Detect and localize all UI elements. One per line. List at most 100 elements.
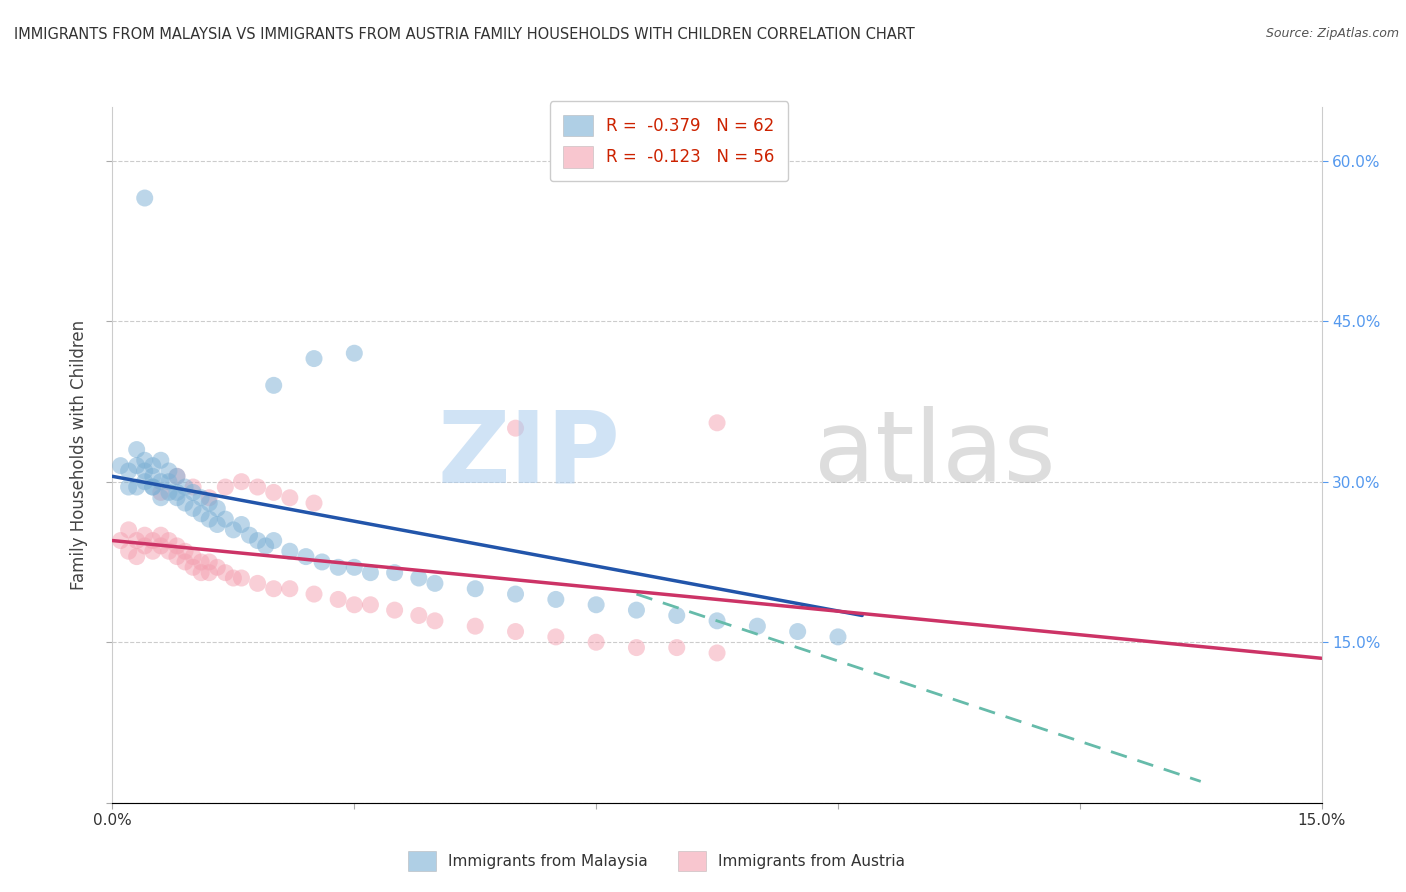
Point xyxy=(408,608,430,623)
Point xyxy=(464,582,486,596)
Point xyxy=(263,378,285,392)
Point xyxy=(706,416,728,430)
Point xyxy=(207,501,229,516)
Point xyxy=(181,501,204,516)
Point xyxy=(238,528,260,542)
Point xyxy=(626,603,648,617)
Point xyxy=(181,549,204,564)
Point xyxy=(311,555,333,569)
Point xyxy=(174,480,197,494)
Text: IMMIGRANTS FROM MALAYSIA VS IMMIGRANTS FROM AUSTRIA FAMILY HOUSEHOLDS WITH CHILD: IMMIGRANTS FROM MALAYSIA VS IMMIGRANTS F… xyxy=(14,27,915,42)
Point xyxy=(157,485,180,500)
Point xyxy=(359,598,381,612)
Point xyxy=(827,630,849,644)
Point xyxy=(328,592,350,607)
Point xyxy=(222,523,245,537)
Point xyxy=(190,566,212,580)
Point xyxy=(149,453,172,467)
Point xyxy=(134,191,156,205)
Text: ZIP: ZIP xyxy=(437,407,620,503)
Point xyxy=(134,453,156,467)
Point xyxy=(207,560,229,574)
Point xyxy=(198,555,221,569)
Point xyxy=(125,533,148,548)
Point xyxy=(142,544,165,558)
Point xyxy=(125,480,148,494)
Point xyxy=(166,485,188,500)
Point xyxy=(157,533,180,548)
Point xyxy=(117,480,139,494)
Point xyxy=(665,608,688,623)
Point xyxy=(149,485,172,500)
Point xyxy=(464,619,486,633)
Point xyxy=(423,614,446,628)
Point xyxy=(747,619,769,633)
Point xyxy=(665,640,688,655)
Point xyxy=(222,571,245,585)
Point xyxy=(384,566,406,580)
Point xyxy=(254,539,277,553)
Text: atlas: atlas xyxy=(814,407,1056,503)
Point xyxy=(278,491,301,505)
Point xyxy=(231,517,253,532)
Point xyxy=(166,491,188,505)
Point xyxy=(544,592,567,607)
Point xyxy=(134,464,156,478)
Point xyxy=(134,475,156,489)
Point xyxy=(125,458,148,473)
Point xyxy=(343,346,366,360)
Point xyxy=(295,549,318,564)
Point xyxy=(166,469,188,483)
Point xyxy=(706,646,728,660)
Point xyxy=(246,480,269,494)
Point xyxy=(505,421,527,435)
Point xyxy=(423,576,446,591)
Point xyxy=(142,480,165,494)
Point xyxy=(149,491,172,505)
Point xyxy=(214,480,236,494)
Point xyxy=(263,533,285,548)
Point xyxy=(214,566,236,580)
Point xyxy=(166,539,188,553)
Point xyxy=(585,635,607,649)
Point xyxy=(585,598,607,612)
Point xyxy=(246,576,269,591)
Point xyxy=(166,549,188,564)
Point xyxy=(505,587,527,601)
Point xyxy=(142,533,165,548)
Point xyxy=(125,442,148,457)
Point xyxy=(231,475,253,489)
Point xyxy=(134,539,156,553)
Point xyxy=(157,464,180,478)
Point xyxy=(214,512,236,526)
Point xyxy=(198,512,221,526)
Point xyxy=(125,549,148,564)
Point xyxy=(174,496,197,510)
Point xyxy=(149,528,172,542)
Point xyxy=(343,560,366,574)
Point xyxy=(142,458,165,473)
Point xyxy=(626,640,648,655)
Point xyxy=(190,507,212,521)
Point xyxy=(181,560,204,574)
Point xyxy=(142,480,165,494)
Legend: Immigrants from Malaysia, Immigrants from Austria: Immigrants from Malaysia, Immigrants fro… xyxy=(401,844,912,879)
Point xyxy=(190,491,212,505)
Point xyxy=(110,533,132,548)
Point xyxy=(117,544,139,558)
Point xyxy=(786,624,808,639)
Point xyxy=(207,517,229,532)
Point xyxy=(134,528,156,542)
Point xyxy=(117,464,139,478)
Point xyxy=(384,603,406,617)
Point xyxy=(149,539,172,553)
Point xyxy=(246,533,269,548)
Point xyxy=(190,555,212,569)
Point xyxy=(263,485,285,500)
Point xyxy=(181,480,204,494)
Point xyxy=(408,571,430,585)
Point xyxy=(166,469,188,483)
Point xyxy=(142,469,165,483)
Point xyxy=(278,582,301,596)
Y-axis label: Family Households with Children: Family Households with Children xyxy=(70,320,89,590)
